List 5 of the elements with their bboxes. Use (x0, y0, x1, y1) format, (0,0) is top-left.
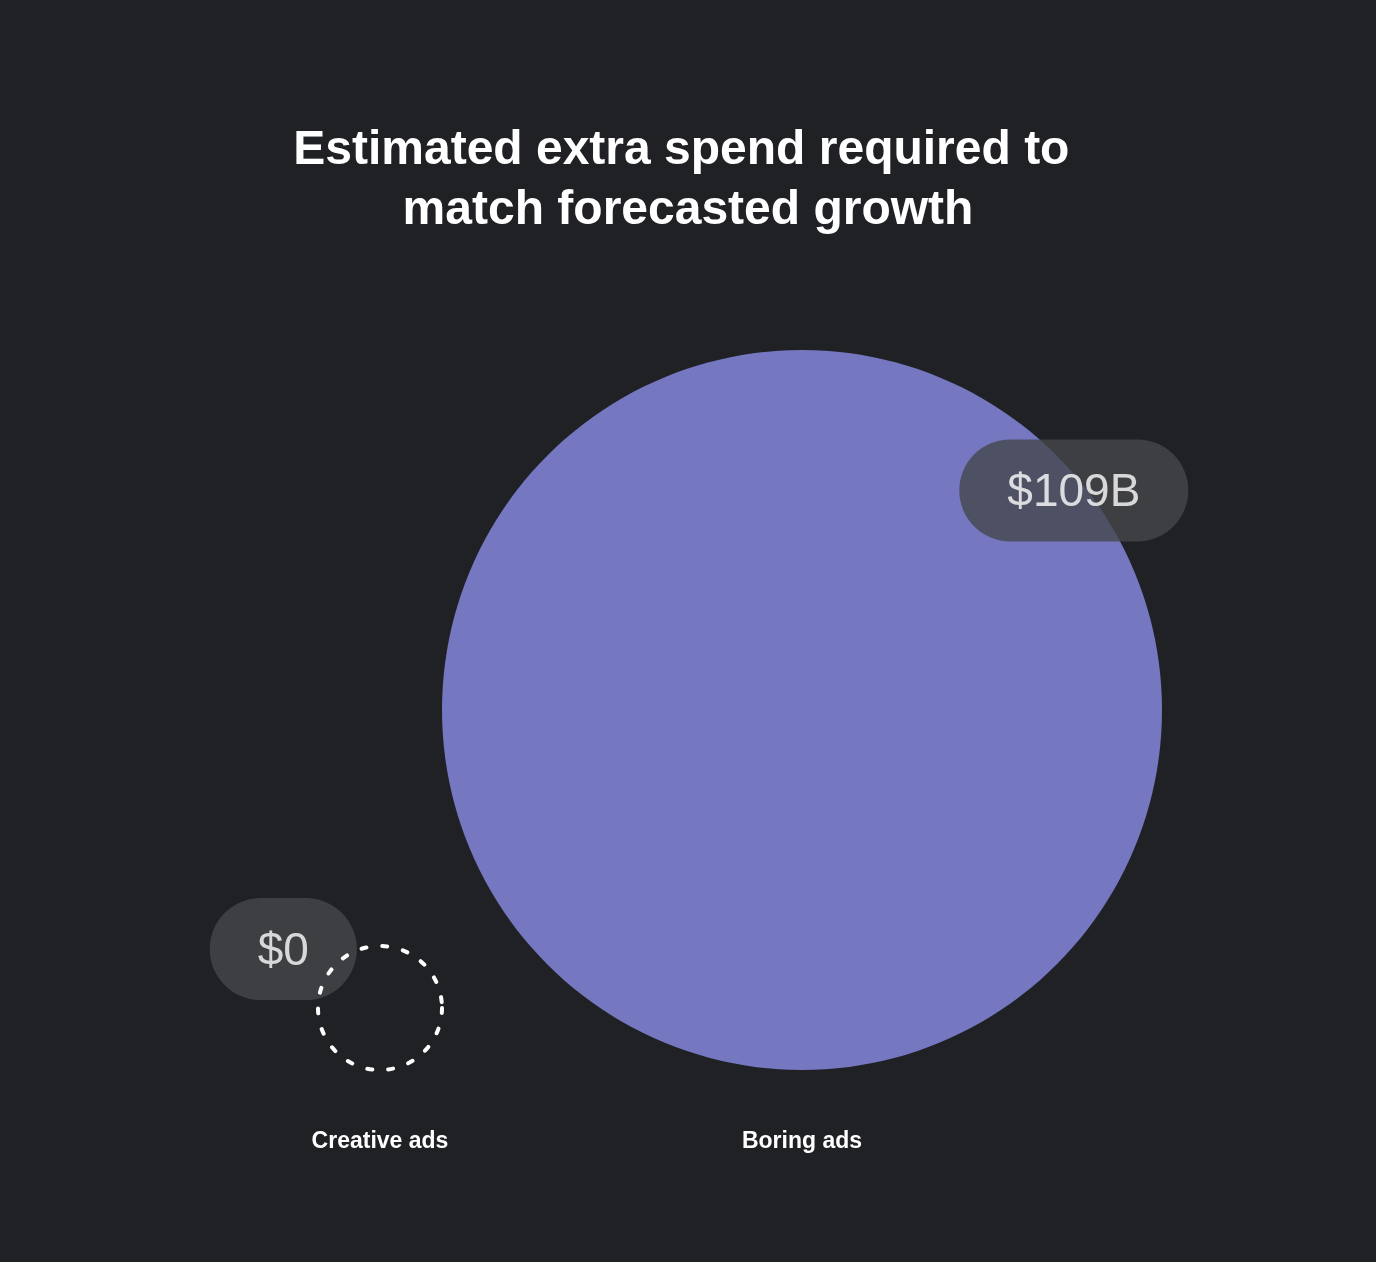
category-label: Creative ads (311, 1126, 449, 1153)
text: Estimated extra spend required to match forecasted growth (293, 120, 1083, 234)
data-label: $109B (1007, 464, 1141, 517)
data-label: $0 (257, 923, 309, 976)
category-label: Boring ads (741, 1126, 863, 1153)
